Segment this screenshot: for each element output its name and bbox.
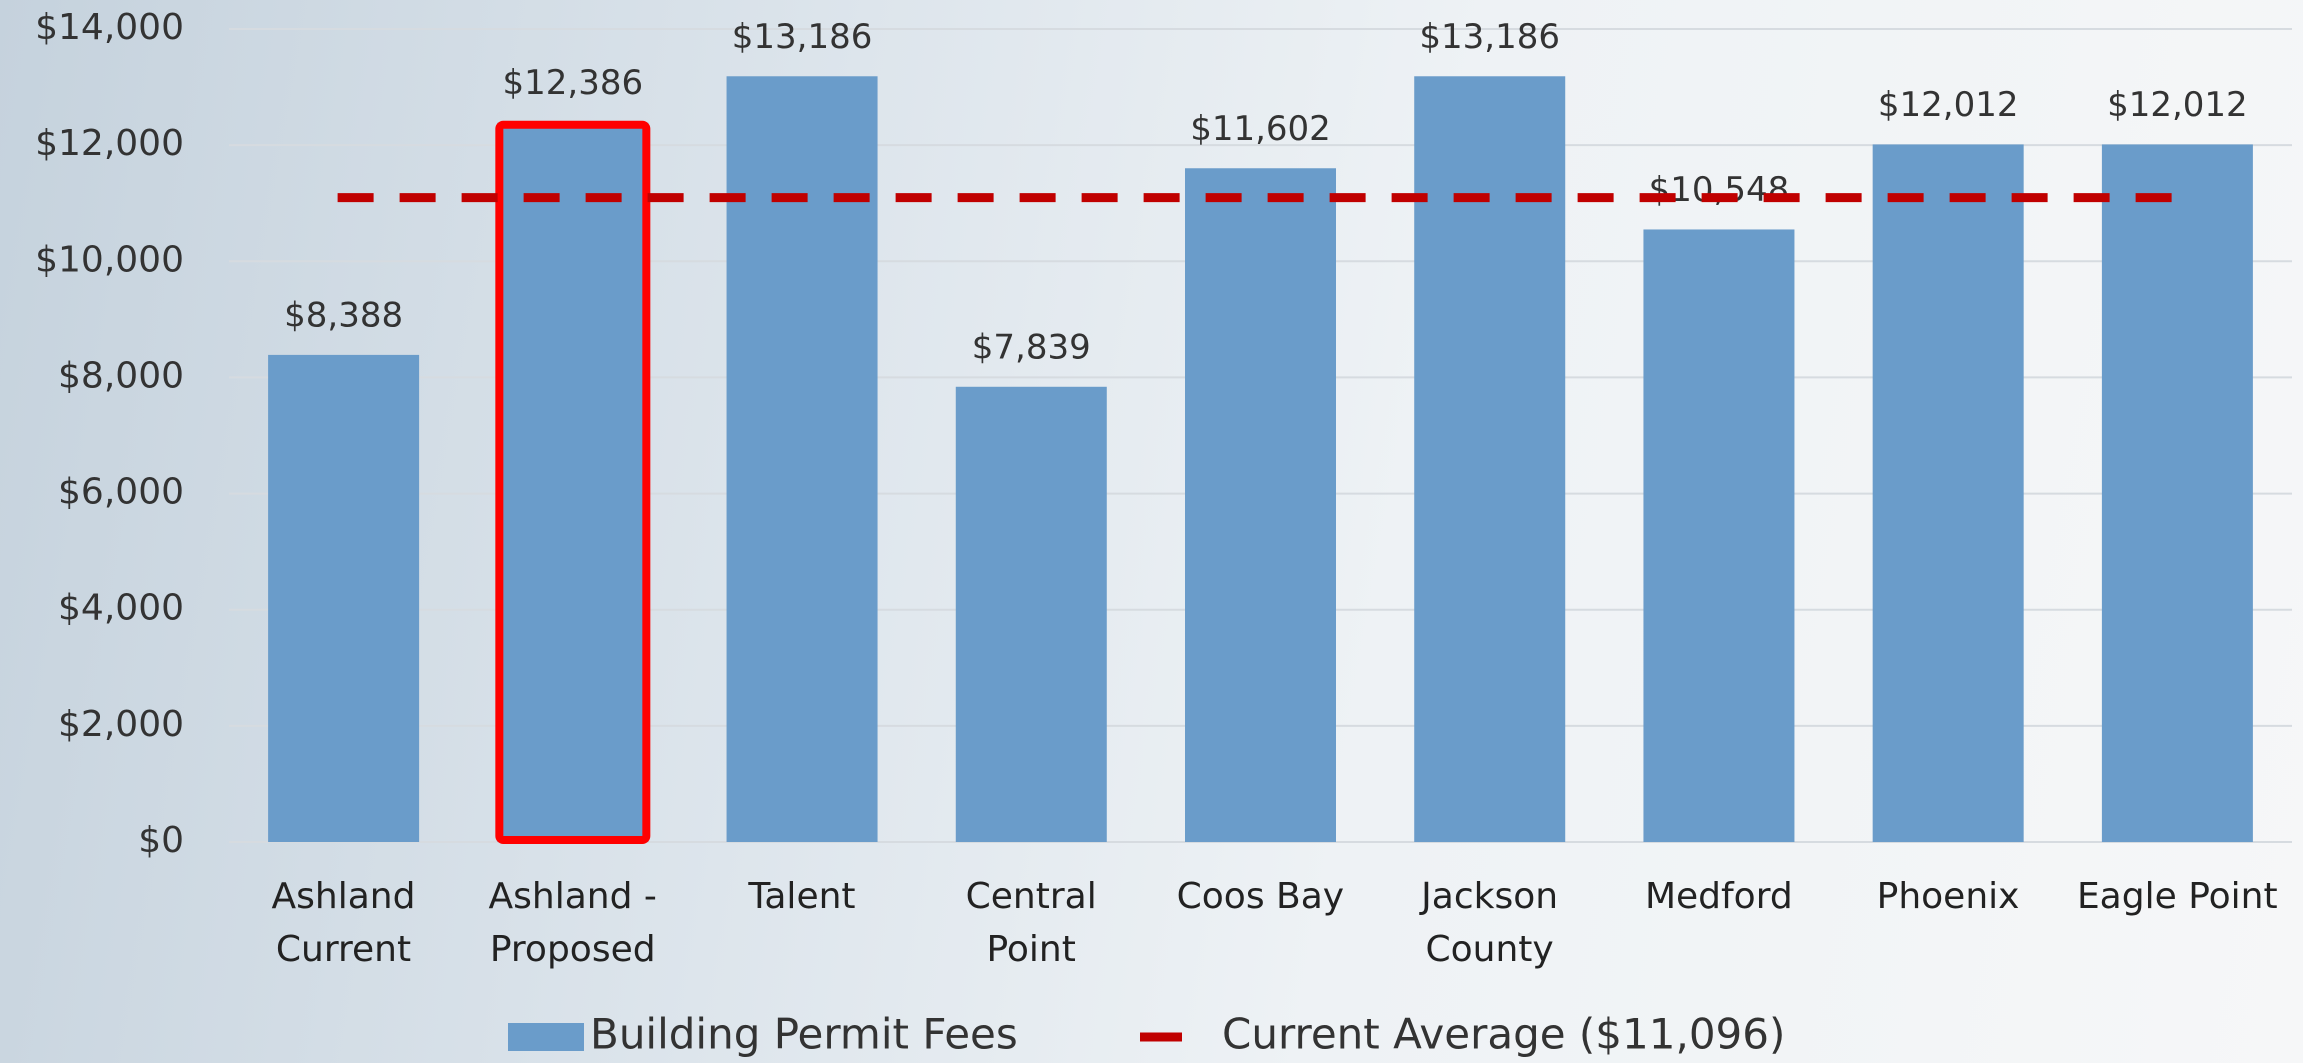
bar — [497, 122, 649, 842]
data-label: $13,186 — [1419, 17, 1560, 57]
data-label: $10,548 — [1649, 170, 1790, 210]
y-tick-label: $14,000 — [35, 7, 184, 48]
x-tick-label: Ashland Current — [271, 876, 416, 970]
x-tick-label: Medford — [1644, 876, 1793, 917]
y-tick-label: $4,000 — [58, 588, 184, 629]
data-label: $7,839 — [972, 327, 1091, 367]
x-tick-label: Coos Bay — [1176, 876, 1345, 917]
data-label: $12,386 — [503, 63, 644, 103]
x-tick-label: Ashland - Proposed — [488, 876, 657, 970]
x-tick-label: Phoenix — [1876, 876, 2020, 917]
data-label: $12,012 — [2107, 85, 2248, 125]
bar — [1872, 144, 2024, 843]
x-tick-label: Central Point — [965, 876, 1097, 970]
data-label: $11,602 — [1190, 109, 1331, 149]
data-label: $8,388 — [284, 295, 403, 335]
x-tick-label: Talent — [748, 876, 856, 917]
y-tick-label: $2,000 — [58, 704, 184, 745]
y-tick-label: $8,000 — [58, 355, 184, 396]
legend-label: Building Permit Fees — [590, 1010, 1018, 1059]
legend-label: Current Average ($11,096) — [1222, 1010, 1785, 1059]
data-label: $13,186 — [732, 17, 873, 57]
x-tick-label: Jackson County — [1421, 876, 1559, 970]
bar — [1185, 168, 1336, 843]
x-tick-label: Eagle Point — [2076, 876, 2278, 917]
bar — [955, 386, 1107, 842]
bar — [268, 354, 420, 842]
data-label: $12,012 — [1878, 85, 2019, 125]
bar — [2101, 144, 2253, 843]
legend-swatch — [508, 1023, 584, 1051]
bar — [1643, 229, 1795, 842]
y-tick-label: $6,000 — [58, 472, 184, 513]
y-tick-label: $0 — [138, 820, 184, 861]
highlight-box — [495, 120, 651, 844]
bar — [1414, 76, 1566, 842]
y-tick-label: $10,000 — [35, 239, 184, 280]
y-tick-label: $12,000 — [35, 123, 184, 164]
bar — [726, 76, 878, 842]
